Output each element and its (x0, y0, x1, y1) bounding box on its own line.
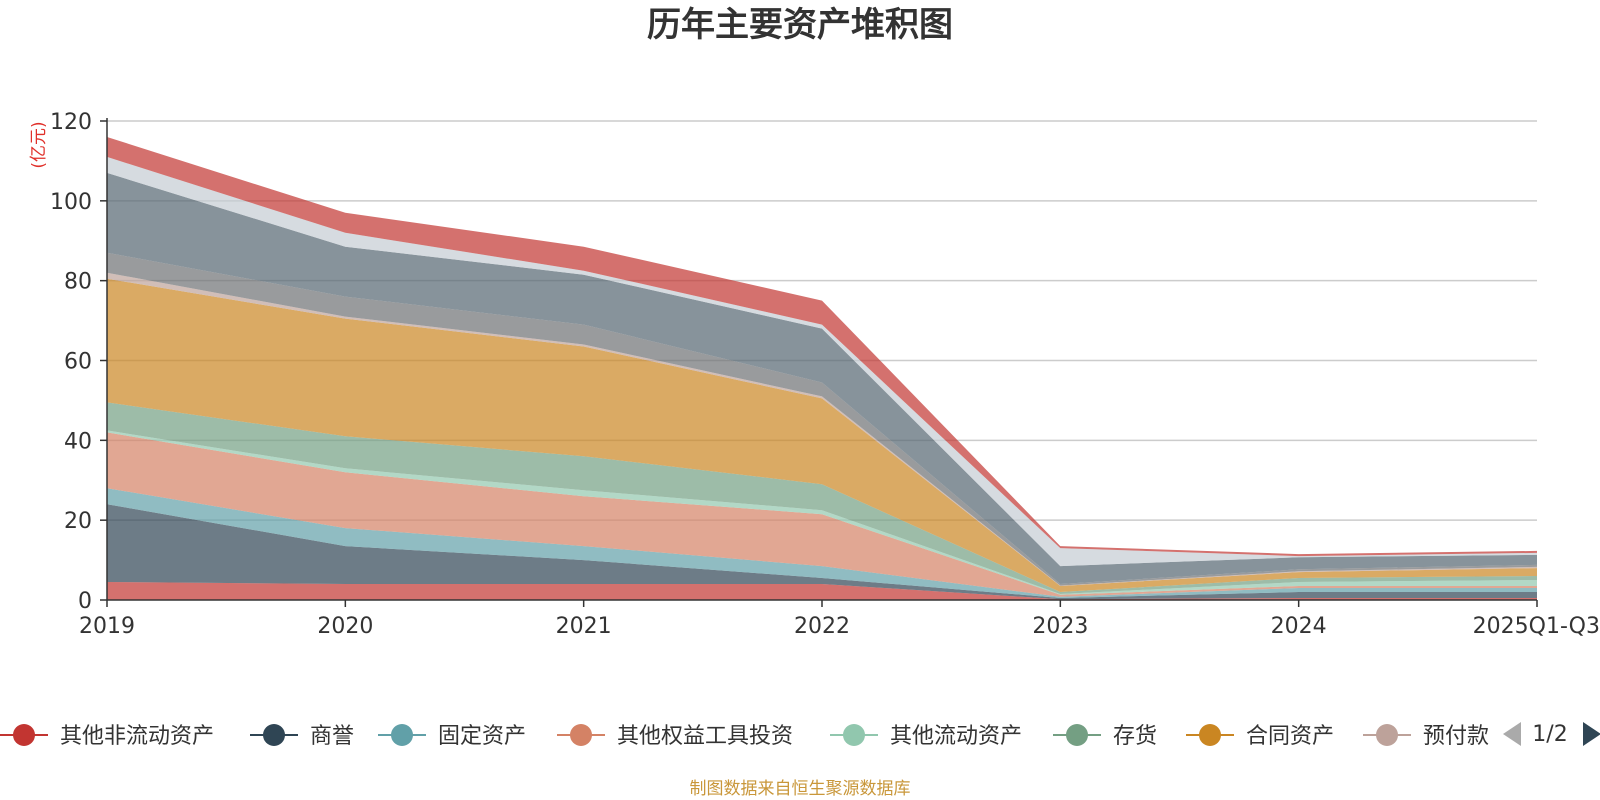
chart-title: 历年主要资产堆积图 (647, 5, 953, 45)
legend-pager[interactable]: 1/2 (1503, 722, 1600, 747)
legend-marker-6 (1199, 724, 1221, 746)
legend-item-4[interactable]: 其他流动资产 (830, 724, 1022, 749)
legend-marker-5 (1066, 724, 1088, 746)
legend-next-page-icon[interactable] (1583, 722, 1600, 746)
legend-marker-4 (843, 724, 865, 746)
area-series-10 (107, 156, 1537, 567)
y-axis-unit-label: (亿元) (29, 121, 49, 168)
area-series-2 (107, 488, 1537, 598)
legend-label-5: 存货 (1113, 724, 1157, 749)
area-series-6 (107, 278, 1537, 592)
y-tick-label-6: 120 (50, 110, 92, 135)
y-axis-ticks: 0 20 40 60 80 100 120 (50, 110, 107, 614)
legend-marker-1 (263, 724, 285, 746)
x-tick-label-4: 2023 (1032, 614, 1088, 639)
x-tick-label-2: 2021 (556, 614, 612, 639)
legend-label-2: 固定资产 (438, 724, 526, 749)
x-tick-label-6: 2025Q1-Q3 (1473, 614, 1600, 639)
x-tick-label-5: 2024 (1271, 614, 1327, 639)
area-series-8 (107, 252, 1537, 586)
y-tick-label-1: 20 (64, 509, 92, 534)
area-series-5 (107, 402, 1537, 594)
legend-label-7: 预付款 (1423, 724, 1489, 749)
legend-item-0[interactable]: 其他非流动资产 (0, 724, 214, 749)
legend-marker-2 (391, 724, 413, 746)
legend-item-3[interactable]: 其他权益工具投资 (557, 724, 793, 749)
legend-marker-7 (1376, 724, 1398, 746)
legend-label-6: 合同资产 (1246, 724, 1334, 749)
legend-prev-page-icon[interactable] (1503, 722, 1521, 746)
area-series-3 (107, 432, 1537, 597)
area-series-0 (107, 582, 1537, 600)
y-tick-label-0: 0 (78, 589, 92, 614)
x-tick-label-1: 2020 (317, 614, 373, 639)
area-series-4 (107, 430, 1537, 595)
y-tick-label-4: 80 (64, 270, 92, 295)
legend-item-6[interactable]: 合同资产 (1186, 724, 1334, 749)
area-series-1 (107, 504, 1537, 600)
y-tick-label-2: 40 (64, 429, 92, 454)
legend[interactable]: 其他非流动资产 商誉 固定资产 其他权益工具投资 其他流动资产 存货 合同资产 预付款 (0, 724, 1489, 749)
legend-label-3: 其他权益工具投资 (617, 724, 793, 749)
y-tick-label-5: 100 (50, 190, 92, 215)
area-series-11 (107, 137, 1537, 557)
data-source-note: 制图数据来自恒生聚源数据库 (690, 779, 911, 799)
legend-item-5[interactable]: 存货 (1053, 724, 1157, 749)
legend-item-1[interactable]: 商誉 (250, 724, 354, 749)
x-tick-label-3: 2022 (794, 614, 850, 639)
legend-page-indicator: 1/2 (1532, 722, 1567, 747)
legend-label-1: 商誉 (310, 724, 354, 749)
legend-item-2[interactable]: 固定资产 (378, 724, 526, 749)
legend-marker-0 (13, 724, 35, 746)
stacked-areas (107, 137, 1537, 600)
y-tick-label-3: 60 (64, 350, 92, 375)
legend-label-0: 其他非流动资产 (60, 724, 214, 749)
legend-marker-3 (570, 724, 592, 746)
x-axis-ticks: 2019 2020 2021 2022 2023 2024 2025Q1-Q3 (79, 600, 1600, 639)
x-tick-label-0: 2019 (79, 614, 135, 639)
legend-item-7[interactable]: 预付款 (1363, 724, 1489, 749)
area-series-9 (107, 172, 1537, 584)
legend-label-4: 其他流动资产 (890, 724, 1022, 749)
